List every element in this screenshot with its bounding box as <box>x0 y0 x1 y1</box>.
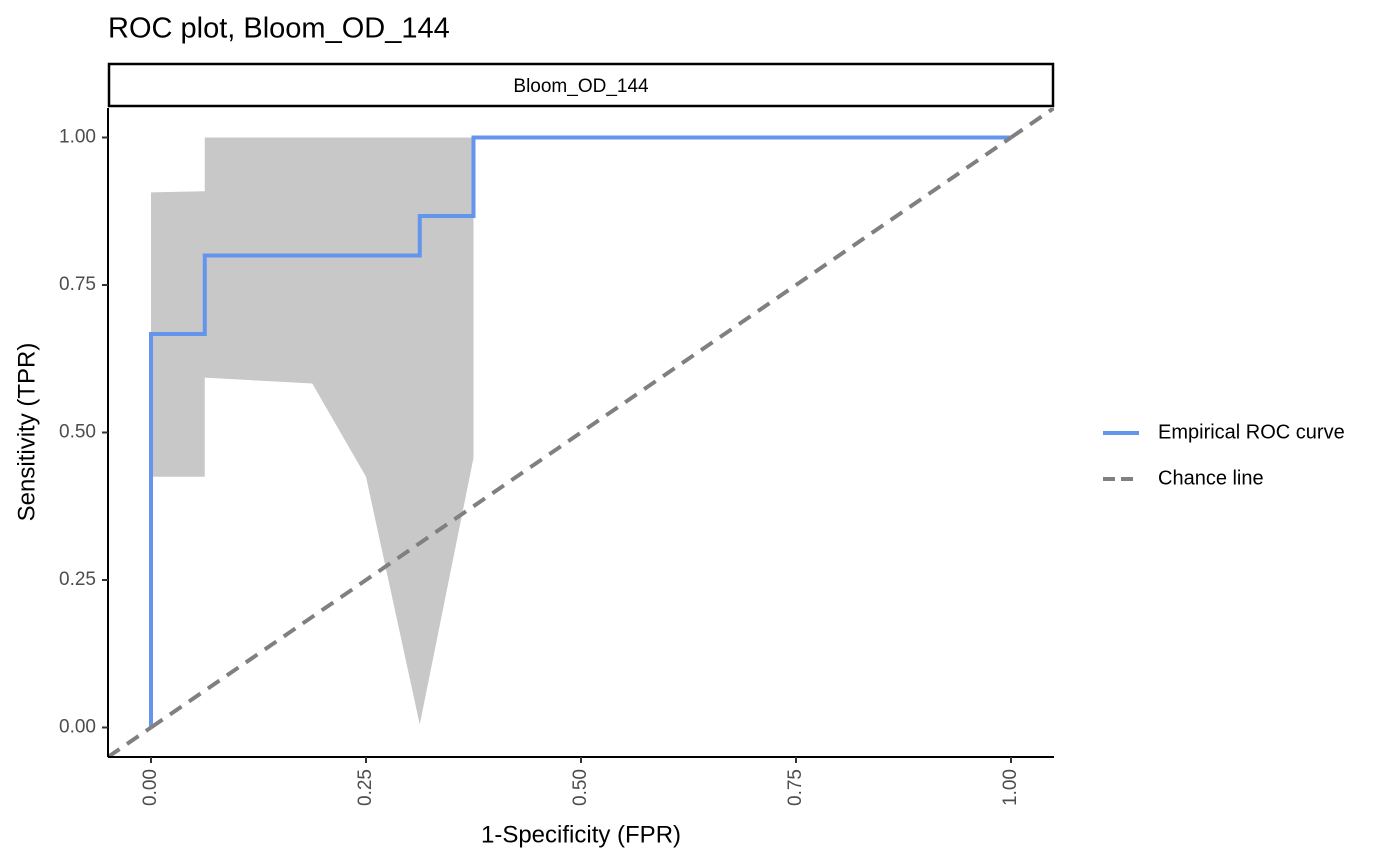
chance-line-extension <box>108 108 1054 757</box>
x-tick-label: 0.50 <box>570 769 591 806</box>
x-tick-label: 0.75 <box>785 769 806 806</box>
chart-title: ROC plot, Bloom_OD_144 <box>108 13 450 45</box>
chance-line <box>149 135 1013 730</box>
confidence-band <box>151 137 474 725</box>
x-tick-label: 0.00 <box>140 769 161 806</box>
y-tick-label: 0.50 <box>59 422 96 443</box>
y-tick-label: 0.00 <box>59 717 96 738</box>
x-axis-title: 1-Specificity (FPR) <box>481 821 681 848</box>
legend-label: Chance line <box>1158 467 1264 489</box>
roc-curve <box>149 135 1011 728</box>
y-axis-title: Sensitivity (TPR) <box>13 343 40 522</box>
facet-strip <box>107 62 1055 108</box>
x-tick-label: 0.25 <box>355 769 376 806</box>
y-tick-label: 1.00 <box>59 127 96 148</box>
y-tick-label: 0.75 <box>59 274 96 295</box>
x-tick-label: 1.00 <box>1000 769 1021 806</box>
y-tick-label: 0.25 <box>59 569 96 590</box>
facet-label: Bloom_OD_144 <box>513 76 649 97</box>
legend-label: Empirical ROC curve <box>1158 421 1345 443</box>
